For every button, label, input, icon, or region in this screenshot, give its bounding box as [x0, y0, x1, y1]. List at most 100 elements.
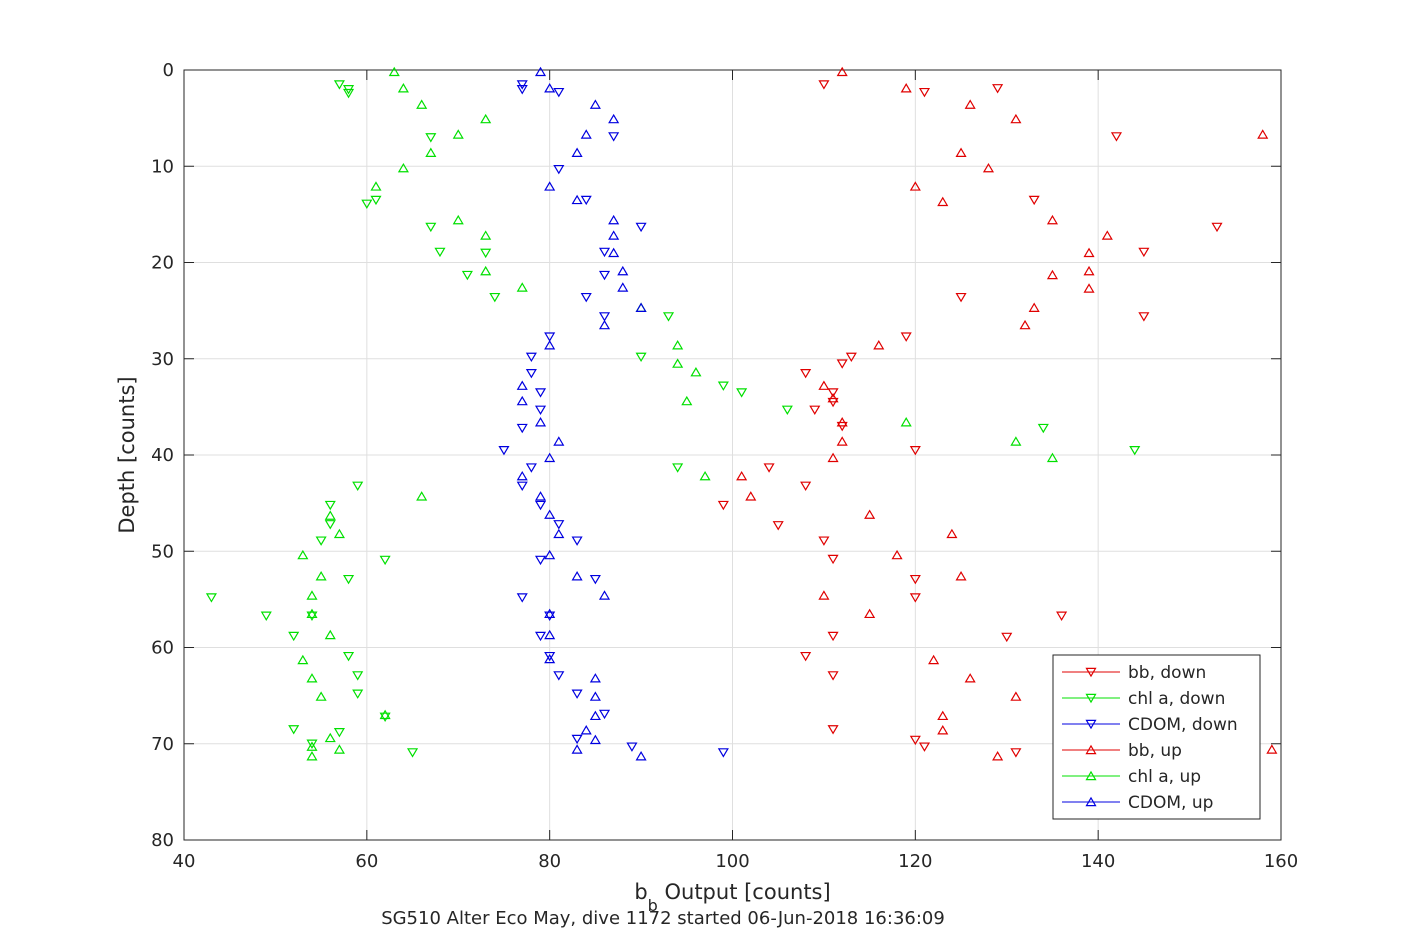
data-point — [992, 751, 1004, 761]
data-point — [288, 725, 300, 735]
data-point — [544, 83, 556, 93]
data-point — [516, 593, 528, 603]
data-point — [1010, 691, 1022, 701]
x-tick-label: 120 — [898, 851, 932, 872]
data-point — [397, 162, 409, 173]
data-point — [818, 380, 830, 390]
data-point — [800, 651, 812, 662]
series-2 — [498, 80, 729, 758]
data-point — [571, 571, 583, 581]
data-point — [416, 491, 428, 501]
data-point — [534, 500, 547, 511]
data-point — [964, 99, 976, 109]
data-point — [452, 129, 464, 139]
x-tick-label: 80 — [538, 851, 561, 872]
data-point — [333, 528, 345, 539]
series-4 — [297, 66, 1059, 761]
legend-label: CDOM, up — [1128, 793, 1213, 813]
data-point — [836, 359, 848, 369]
data-point — [955, 147, 967, 157]
data-point — [800, 368, 812, 379]
data-point — [352, 671, 364, 681]
legend-label: CDOM, down — [1128, 715, 1238, 735]
data-point — [1083, 283, 1095, 293]
data-point — [397, 83, 409, 93]
legend-item: bb, up — [1062, 741, 1182, 761]
data-point — [772, 521, 784, 531]
data-point — [571, 536, 583, 546]
data-point — [598, 247, 611, 258]
data-point — [205, 593, 217, 603]
data-point — [324, 510, 336, 520]
legend-item: CDOM, up — [1062, 793, 1213, 813]
data-point — [324, 500, 336, 511]
x-axis-label: bb Output [counts] — [634, 880, 830, 915]
y-tick-label: 20 — [151, 253, 174, 274]
y-tick-label: 80 — [151, 830, 174, 851]
data-point — [909, 574, 921, 585]
data-point — [306, 611, 318, 621]
data-point — [736, 388, 748, 398]
x-tick-label: 160 — [1264, 851, 1298, 872]
data-point — [1138, 312, 1150, 322]
data-point — [425, 133, 437, 143]
data-point — [900, 332, 912, 342]
data-point — [370, 181, 382, 191]
data-point — [525, 463, 537, 473]
data-point — [827, 671, 839, 681]
data-point — [598, 709, 611, 720]
data-point — [534, 66, 547, 77]
data-point — [306, 739, 318, 749]
data-point — [580, 725, 592, 735]
data-point — [516, 85, 528, 95]
data-point — [480, 230, 492, 240]
data-point — [306, 673, 318, 683]
data-point — [333, 744, 345, 754]
data-point — [553, 671, 565, 681]
data-point — [480, 248, 492, 259]
data-point — [763, 463, 775, 473]
data-point — [717, 500, 729, 511]
data-point — [324, 732, 336, 743]
data-point — [525, 368, 537, 379]
data-point — [297, 549, 309, 560]
data-point — [928, 654, 940, 665]
data-point — [553, 528, 565, 539]
data-point — [827, 452, 839, 463]
x-axis-label-rest: Output [counts] — [658, 880, 831, 904]
data-point — [1019, 319, 1031, 330]
data-point — [1101, 230, 1113, 240]
data-point — [544, 452, 556, 463]
data-point — [608, 214, 620, 225]
legend-marker — [1085, 719, 1097, 730]
data-point — [498, 445, 510, 456]
legend-marker — [1085, 770, 1097, 781]
series-0 — [717, 80, 1223, 758]
data-point — [534, 405, 547, 415]
legend-box — [1052, 654, 1261, 820]
data-point — [717, 381, 729, 391]
data-point — [352, 481, 364, 492]
data-point — [937, 725, 949, 735]
data-point — [992, 84, 1004, 94]
x-tick-label: 40 — [173, 851, 196, 872]
data-points — [205, 66, 1278, 761]
y-tick-label: 40 — [151, 445, 174, 466]
data-point — [516, 282, 528, 292]
data-point — [717, 748, 729, 758]
data-point — [909, 593, 921, 603]
data-point — [827, 631, 839, 642]
data-point — [516, 423, 528, 434]
data-point — [306, 590, 318, 600]
data-point — [635, 302, 647, 312]
data-point — [818, 536, 830, 546]
data-point — [544, 651, 556, 662]
data-point — [571, 734, 583, 745]
legend-marker — [1085, 744, 1097, 755]
data-point — [918, 742, 931, 752]
data-point — [544, 509, 556, 519]
data-point — [534, 491, 547, 501]
data-point — [909, 445, 921, 456]
data-point — [343, 88, 355, 99]
legend-item: bb, down — [1062, 663, 1206, 683]
